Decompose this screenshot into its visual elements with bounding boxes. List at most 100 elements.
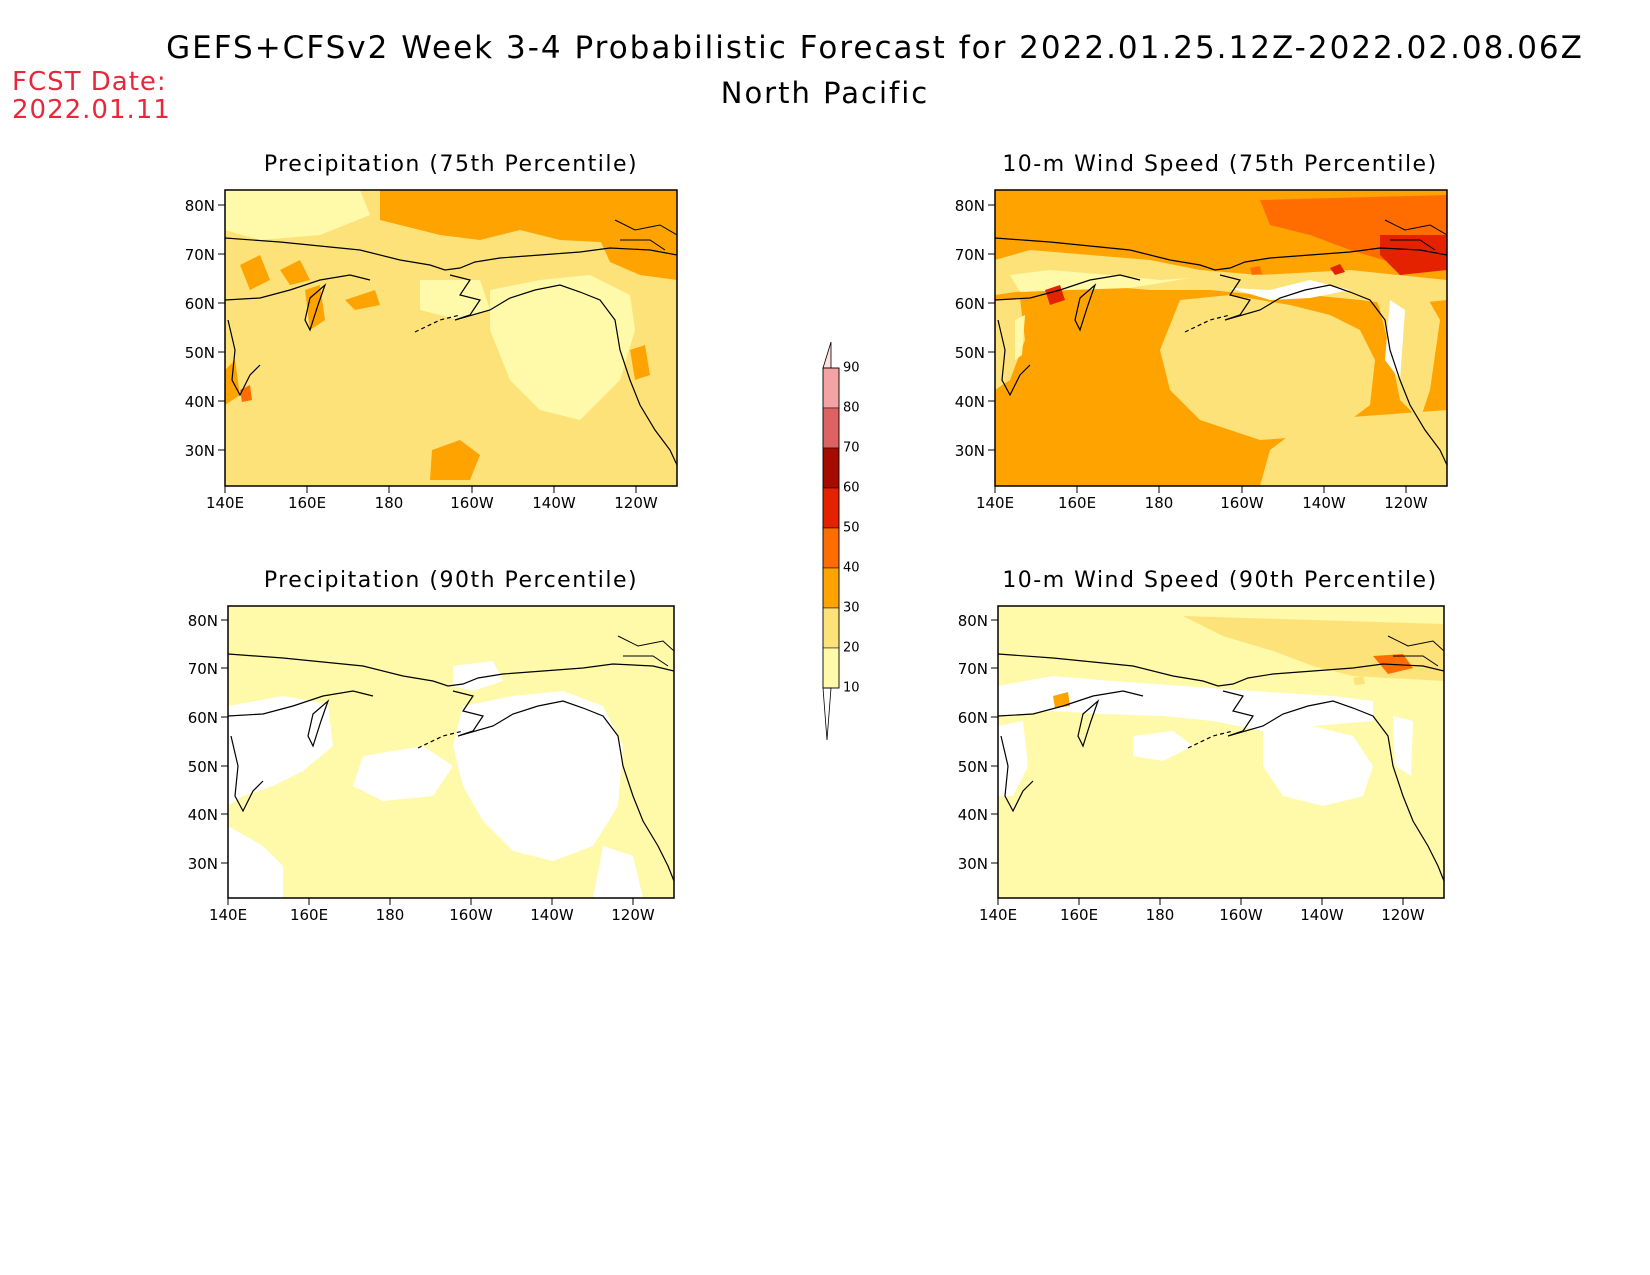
x-tick-label: 120W: [1384, 494, 1428, 510]
field-10-20: [490, 275, 635, 420]
y-tick-label: 40N: [185, 393, 215, 411]
x-tick-label: 140E: [976, 494, 1014, 510]
field-20-30: [1370, 280, 1440, 420]
field-30-40: [225, 360, 240, 405]
colorbar-frame: [822, 367, 840, 689]
x-tick-label: 180: [376, 906, 405, 924]
forecast-date-value: 2022.01.11: [12, 95, 171, 125]
field-below-10: [228, 826, 283, 898]
arctic-coastline: [998, 653, 1444, 687]
field-10-20: [1015, 315, 1025, 360]
x-tick-label: 160W: [449, 906, 493, 924]
aleutian-islands: [1187, 730, 1234, 749]
colorbar-label: 90: [843, 361, 860, 376]
forecast-date-label: FCST Date:: [12, 67, 167, 97]
field-30-40: [1053, 692, 1070, 708]
field-below-10: [1133, 731, 1193, 761]
colorbar-bin: [822, 607, 840, 649]
x-axis: 140E 160E 180 160W 140W 120W: [979, 898, 1425, 924]
map-frame: [997, 605, 1445, 899]
map-panel-wind-75: 80N 70N 60N 50N 40N 30N 140E 160E 180 16…: [955, 189, 1448, 510]
alaska-coastline: [1222, 690, 1444, 882]
y-tick-label: 50N: [958, 758, 988, 776]
colorbar-label: 10: [843, 681, 860, 696]
colorbar-label: 80: [843, 401, 860, 416]
map-panel-wind-90: 80N 70N 60N 50N 40N 30N 140E 160E 180 16…: [958, 605, 1445, 924]
y-tick-label: 80N: [955, 197, 985, 215]
field-20-30: [1353, 676, 1365, 685]
field-below-10: [998, 721, 1028, 796]
japan-coastline: [230, 735, 264, 813]
map-frame: [224, 189, 678, 487]
field-below-10: [1393, 716, 1413, 776]
y-tick-label: 50N: [185, 344, 215, 362]
siberia-coastline: [998, 690, 1144, 717]
y-tick-label: 80N: [958, 612, 988, 630]
y-axis: 80N 70N 60N 50N 40N 30N: [188, 612, 228, 873]
x-tick-label: 120W: [614, 494, 658, 510]
arctic-coastline: [228, 653, 674, 687]
colorbar-label: 50: [843, 521, 860, 536]
field-50-60: [1330, 264, 1345, 275]
field-below-10: [593, 846, 643, 898]
field-below-10: [353, 746, 453, 801]
colorbar-bin: [822, 527, 840, 569]
y-axis: 80N 70N 60N 50N 40N 30N: [958, 612, 998, 873]
y-tick-label: 70N: [955, 246, 985, 264]
x-tick-label: 140W: [532, 494, 576, 510]
colorbar-label: 70: [843, 441, 860, 456]
x-tick-label: 180: [1146, 906, 1175, 924]
field-30-40: [630, 345, 650, 380]
y-tick-label: 70N: [958, 660, 988, 678]
colorbar-bin: [822, 447, 840, 489]
arctic-islands: [614, 219, 677, 251]
y-tick-label: 30N: [958, 855, 988, 873]
x-tick-label: 120W: [1381, 906, 1425, 924]
field-20-30: [1260, 410, 1447, 486]
arctic-islands: [617, 635, 674, 667]
y-tick-label: 60N: [185, 295, 215, 313]
x-axis: 140E 160E 180 160W 140W 120W: [209, 898, 655, 924]
x-tick-label: 140E: [206, 494, 244, 510]
y-tick-label: 60N: [188, 709, 218, 727]
colorbar-label: 30: [843, 601, 860, 616]
colorbar-bin: [822, 487, 840, 529]
aleutian-islands: [414, 314, 461, 333]
y-tick-label: 30N: [185, 442, 215, 460]
field-below-10: [998, 676, 1373, 731]
x-tick-label: 160W: [1220, 494, 1264, 510]
y-tick-label: 50N: [188, 758, 218, 776]
colorbar-bin: [822, 367, 840, 409]
alaska-coastline: [452, 690, 674, 882]
forecast-date-block: FCST Date: 2022.01.11: [12, 68, 171, 124]
y-tick-label: 30N: [188, 855, 218, 873]
arctic-islands: [1384, 219, 1447, 251]
y-tick-label: 80N: [188, 612, 218, 630]
kamchatka-coastline: [304, 283, 327, 332]
x-tick-label: 180: [1145, 494, 1174, 510]
field-30-40: [240, 255, 270, 290]
figure-title: GEFS+CFSv2 Week 3-4 Probabilistic Foreca…: [166, 30, 1584, 66]
aleutian-islands: [417, 730, 464, 749]
aleutian-islands: [1184, 314, 1231, 333]
field-below-10: [453, 691, 623, 861]
map-frame: [227, 605, 675, 899]
japan-coastline: [227, 319, 261, 397]
x-tick-label: 160E: [288, 494, 326, 510]
kamchatka-coastline: [1074, 283, 1097, 332]
field-40-50: [1250, 266, 1262, 275]
colorbar-label: 20: [843, 641, 860, 656]
y-tick-label: 80N: [185, 197, 215, 215]
x-tick-label: 140W: [530, 906, 574, 924]
panel-title-wind-75: 10-m Wind Speed (75th Percentile): [1002, 152, 1438, 177]
panel-title-wind-90: 10-m Wind Speed (90th Percentile): [1002, 568, 1438, 593]
field-10-20: [225, 190, 370, 240]
arctic-islands: [1387, 635, 1444, 667]
x-tick-label: 160W: [450, 494, 494, 510]
panel-title-precip-75: Precipitation (75th Percentile): [263, 152, 639, 177]
x-tick-label: 160E: [290, 906, 328, 924]
field-30-40: [600, 210, 677, 280]
y-axis: 80N 70N 60N 50N 40N 30N: [955, 197, 995, 460]
siberia-coastline: [995, 274, 1141, 301]
region-subtitle: North Pacific: [720, 76, 930, 110]
